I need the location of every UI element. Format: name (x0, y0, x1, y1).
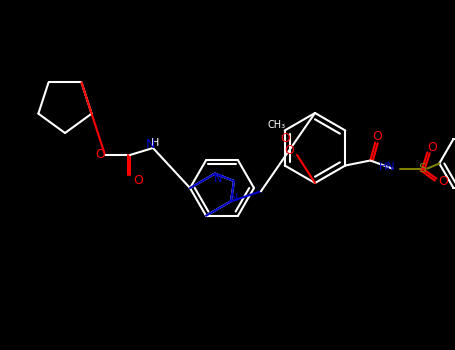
Text: H: H (151, 138, 159, 148)
Text: O: O (280, 133, 290, 146)
Text: CH₃: CH₃ (268, 120, 286, 130)
Text: HN: HN (379, 162, 396, 173)
Text: S: S (418, 162, 426, 175)
Text: O: O (284, 144, 294, 156)
Text: N: N (214, 174, 222, 184)
Text: O: O (372, 130, 382, 143)
Text: O: O (133, 174, 143, 187)
Text: N: N (145, 139, 155, 152)
Text: N: N (230, 193, 238, 203)
Text: O: O (427, 141, 437, 154)
Text: O: O (438, 175, 448, 188)
Text: O: O (95, 148, 105, 161)
